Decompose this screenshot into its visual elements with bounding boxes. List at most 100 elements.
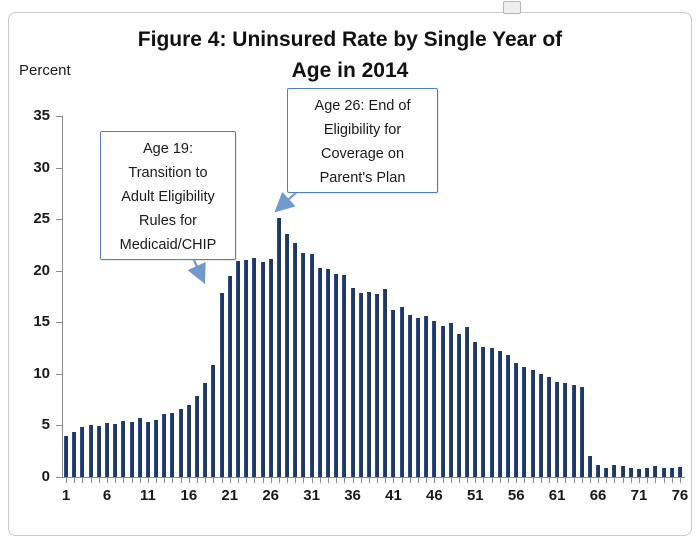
x-axis-tick (131, 478, 133, 483)
bar-age-57 (522, 366, 527, 477)
x-axis-tick (475, 478, 477, 483)
x-axis-tick-label: 36 (344, 487, 361, 504)
bar-age-76 (677, 466, 682, 477)
chart-title: Figure 4: Uninsured Rate by Single Year … (70, 24, 630, 86)
y-axis-tick-label: 15 (33, 313, 50, 331)
age26-callout-line: Eligibility for (323, 122, 402, 138)
bar-age-41 (391, 309, 396, 477)
x-axis-tick (573, 478, 575, 483)
bar-age-31 (309, 254, 314, 477)
bar-age-74 (661, 467, 666, 477)
bar-age-36 (350, 288, 355, 477)
bar-age-56 (514, 362, 519, 477)
x-axis-tick-label: 11 (139, 487, 156, 504)
bar-age-60 (546, 376, 551, 477)
x-axis-tick (123, 478, 125, 483)
x-axis-tick (237, 478, 239, 483)
x-axis-tick (303, 478, 305, 483)
y-axis-tick (56, 477, 62, 478)
age19-callout-line: Adult Eligibility (121, 189, 215, 205)
bar-age-51 (473, 341, 478, 477)
x-axis-tick-label: 26 (262, 487, 280, 504)
x-axis-tick (491, 478, 493, 483)
bar-age-50 (465, 327, 470, 477)
age26-callout-line: Age 26: End of (314, 98, 411, 114)
x-axis-tick (229, 478, 231, 483)
x-axis-tick (426, 478, 428, 483)
x-axis-tick (164, 478, 166, 483)
x-axis-tick (532, 478, 534, 483)
bar-age-9 (129, 422, 134, 477)
age19-callout-line: Rules for (138, 213, 198, 229)
x-axis-tick (360, 478, 362, 483)
bar-age-46 (432, 321, 437, 477)
x-axis-tick (606, 478, 608, 483)
bar-age-15 (178, 408, 183, 477)
bar-age-29 (293, 242, 298, 477)
age19-callout-line: Transition to (128, 165, 208, 181)
bar-age-40 (383, 289, 388, 477)
y-axis-tick (56, 167, 62, 169)
x-axis-tick (598, 478, 600, 483)
age19-callout: Age 19: Transition to Adult Eligibility … (100, 131, 236, 260)
x-axis-tick-label: 66 (589, 487, 607, 504)
x-axis-tick (180, 478, 182, 483)
x-axis-tick (188, 478, 190, 483)
age19-arrow (187, 257, 206, 284)
bar-age-67 (604, 467, 609, 477)
x-axis-tick (442, 478, 444, 483)
x-axis-tick (614, 478, 616, 483)
x-axis-tick (270, 478, 272, 483)
y-axis-title: Percent (19, 62, 71, 79)
y-axis-tick-label: 0 (41, 468, 50, 485)
y-axis-line (62, 116, 63, 477)
bar-age-48 (448, 323, 453, 477)
y-axis-tick (56, 425, 62, 427)
bar-age-47 (440, 326, 445, 477)
x-axis-tick-label: 76 (671, 487, 689, 504)
bar-age-24 (252, 258, 257, 477)
bar-age-20 (219, 293, 224, 477)
bar-age-69 (620, 465, 625, 477)
x-axis-tick (197, 478, 199, 483)
bar-age-66 (596, 464, 601, 477)
x-axis-tick (221, 478, 223, 483)
x-axis-tick (336, 478, 338, 483)
y-axis-tick (56, 219, 62, 221)
x-axis-tick (540, 478, 542, 483)
x-axis-tick (679, 478, 681, 483)
x-axis-tick (630, 478, 632, 483)
x-axis-tick (74, 478, 76, 483)
x-axis-tick-label: 46 (426, 487, 443, 504)
bar-age-17 (195, 395, 200, 477)
x-axis-tick (327, 478, 329, 483)
x-axis-tick (467, 478, 469, 483)
bar-age-42 (399, 306, 404, 477)
x-axis-tick (278, 478, 280, 483)
y-axis-tick-label: 25 (33, 210, 50, 228)
bar-age-63 (571, 385, 576, 477)
bar-age-32 (317, 267, 322, 477)
age26-callout: Age 26: End of Eligibility for Coverage … (287, 88, 438, 193)
x-axis-tick (262, 478, 264, 483)
x-axis-tick (516, 478, 518, 483)
x-axis-tick (311, 478, 313, 483)
x-axis-tick (557, 478, 559, 483)
x-axis-tick (385, 478, 387, 483)
x-axis-tick (344, 478, 346, 483)
x-axis-tick (622, 478, 624, 483)
bar-age-64 (579, 387, 584, 477)
bar-age-14 (170, 413, 175, 477)
x-axis-tick (434, 478, 436, 483)
x-axis-tick (663, 478, 665, 483)
x-axis-tick (565, 478, 567, 483)
x-axis-tick (246, 478, 248, 483)
bar-age-49 (456, 333, 461, 477)
chart-title-line1: Figure 4: Uninsured Rate by Single Year … (137, 28, 563, 51)
bar-age-61 (555, 382, 560, 477)
x-axis-tick (499, 478, 501, 483)
bar-age-75 (669, 467, 674, 477)
y-axis-tick-label: 5 (41, 416, 50, 434)
bar-age-6 (105, 423, 109, 477)
